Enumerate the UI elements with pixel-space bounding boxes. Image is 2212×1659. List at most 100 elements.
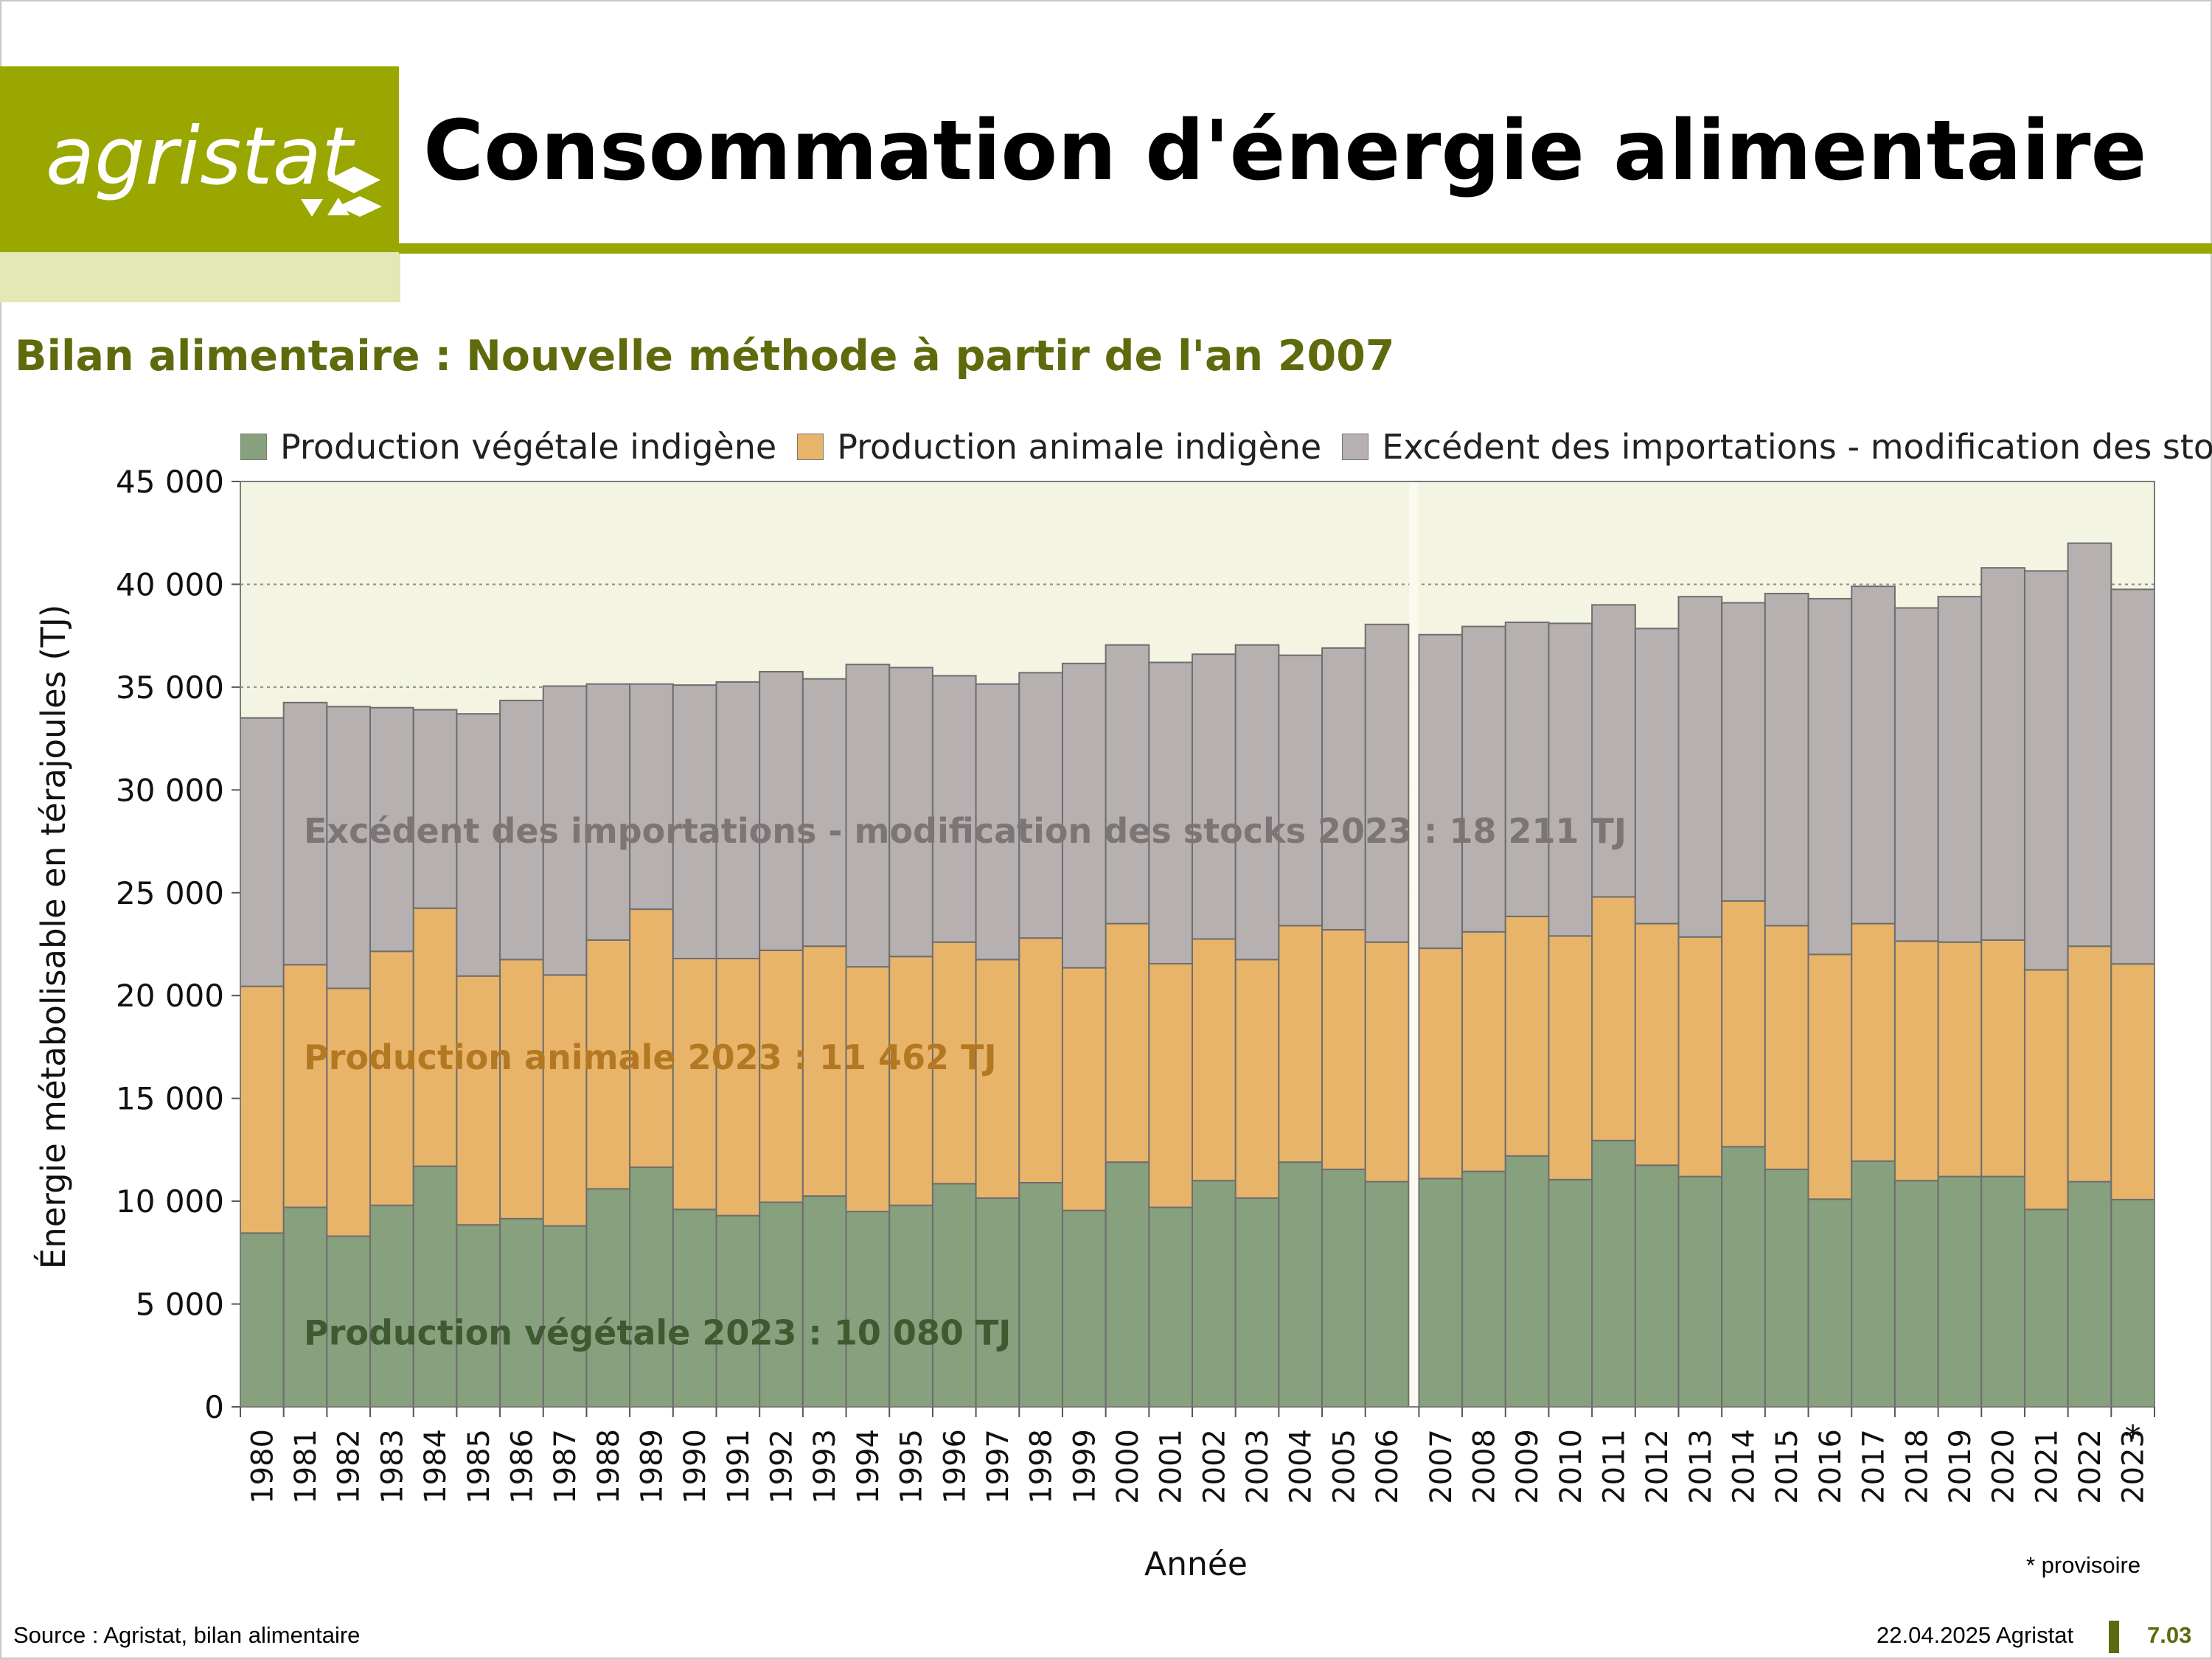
bar-vegetal-1988 [585,1188,631,1408]
bar-vegetal-2005 [1321,1168,1366,1408]
bar-vegetal-2022 [2067,1180,2112,1408]
bar-animal-1988 [585,939,631,1190]
bar-imports-2011 [1591,604,1636,898]
y-tick-label: 40 000 [116,566,224,602]
bar-animal-1998 [1018,937,1063,1184]
bar-imports-2005 [1321,647,1366,931]
bar-imports-1982 [326,706,372,990]
bar-animal-2013 [1677,936,1723,1178]
bar-animal-1981 [282,964,328,1208]
annotation-1: Production animale 2023 : 11 462 TJ [304,1037,997,1077]
logo-text: agristat [46,111,353,203]
y-tick-label: 25 000 [116,875,224,911]
legend-label-vegetal: Production végétale indigène [280,427,777,467]
bar-vegetal-2006 [1364,1180,1410,1408]
bar-imports-1984 [412,709,458,909]
x-tick-label: 2020 [1987,1429,2021,1504]
bar-animal-2009 [1504,915,1550,1157]
x-tick-label: 1983 [375,1429,409,1504]
bar-animal-2018 [1893,940,1939,1182]
provisional-marker: * [2125,1419,2141,1456]
bar-imports-2002 [1192,653,1237,940]
legend-item-vegetal: Production végétale indigène [240,427,776,467]
header-rule [399,243,2212,254]
bar-animal-2012 [1634,922,1680,1166]
bar-imports-1988 [585,683,631,941]
bar-imports-2007 [1418,633,1464,950]
annotation-0: Excédent des importations - modification… [304,811,1627,851]
bar-imports-1987 [542,685,588,976]
x-tick-label: 1987 [549,1429,582,1504]
bar-vegetal-1994 [845,1211,891,1408]
bar-animal-2008 [1461,931,1506,1172]
bar-imports-1981 [282,701,328,966]
bar-imports-2016 [1807,597,1853,956]
bar-imports-2019 [1937,596,1983,943]
bar-imports-2001 [1148,661,1194,964]
bar-animal-2002 [1192,938,1237,1182]
bar-vegetal-2008 [1461,1170,1506,1408]
bar-vegetal-1981 [282,1206,328,1408]
bar-imports-2013 [1677,596,1723,938]
x-tick-label: 2023 [2117,1429,2151,1504]
x-tick-label: 1981 [289,1429,323,1504]
x-tick-label: 1999 [1068,1429,1102,1504]
x-tick-label: 1990 [678,1429,712,1504]
bar-vegetal-2014 [1721,1146,1766,1408]
y-tick-label: 20 000 [116,978,224,1014]
legend-swatch-imports [1342,434,1369,460]
bar-vegetal-1987 [542,1225,588,1408]
bar-imports-1999 [1061,662,1107,969]
bar-animal-1994 [845,966,891,1213]
bar-vegetal-2021 [2023,1208,2069,1408]
x-tick-label: 2019 [1944,1429,1978,1504]
x-tick-label: 1989 [635,1429,669,1504]
legend-item-imports: Excédent des importations - modification… [1342,427,2212,467]
bar-vegetal-2018 [1893,1180,1939,1408]
y-tick-label: 10 000 [116,1183,224,1220]
legend-swatch-animal [797,434,824,460]
x-tick-label: 2005 [1327,1429,1361,1504]
bar-animal-1987 [542,974,588,1227]
bar-animal-1986 [499,959,544,1220]
x-tick-label: 2018 [1900,1429,1934,1504]
bar-imports-2023 [2110,588,2155,965]
legend-swatch-vegetal [240,434,267,460]
x-tick-label: 2015 [1770,1429,1804,1504]
x-tick-label: 1988 [592,1429,626,1504]
legend-label-imports: Excédent des importations - modification… [1382,427,2212,467]
bar-imports-1983 [369,706,414,953]
x-axis-title: Année [1144,1545,1248,1583]
bar-vegetal-1980 [240,1232,285,1408]
bar-vegetal-2023 [2110,1198,2155,1408]
source-note: Source : Agristat, bilan alimentaire [13,1622,361,1648]
page-title: Consommation d'énergie alimentaire [423,103,2147,199]
provisional-note: * provisoire [2026,1552,2141,1578]
bar-vegetal-2019 [1937,1175,1983,1408]
bar-animal-2015 [1764,925,1809,1170]
method-break-gap [1409,480,1419,1407]
bar-animal-2007 [1418,947,1464,1180]
footer-bar [2109,1621,2119,1653]
bar-animal-1993 [801,945,847,1197]
bar-imports-2021 [2023,570,2069,971]
bar-imports-2017 [1851,585,1896,925]
bar-animal-1996 [931,941,977,1185]
x-tick-label: 1984 [419,1429,453,1504]
chart-legend: Production végétale indigène Production … [240,425,2212,469]
legend-label-animal: Production animale indigène [837,427,1322,467]
bar-animal-2017 [1851,922,1896,1162]
bar-animal-2005 [1321,928,1366,1170]
x-tick-label: 2004 [1284,1429,1318,1504]
x-tick-label: 2022 [2073,1429,2107,1504]
x-tick-label: 2003 [1241,1429,1275,1504]
bar-vegetal-1984 [412,1165,458,1408]
bar-vegetal-1996 [931,1183,977,1408]
bar-imports-2003 [1234,644,1280,961]
bar-imports-2006 [1364,623,1410,943]
bar-vegetal-2009 [1504,1155,1550,1408]
bar-imports-1997 [975,683,1020,961]
bar-animal-2014 [1721,900,1766,1148]
bar-vegetal-1998 [1018,1182,1063,1408]
